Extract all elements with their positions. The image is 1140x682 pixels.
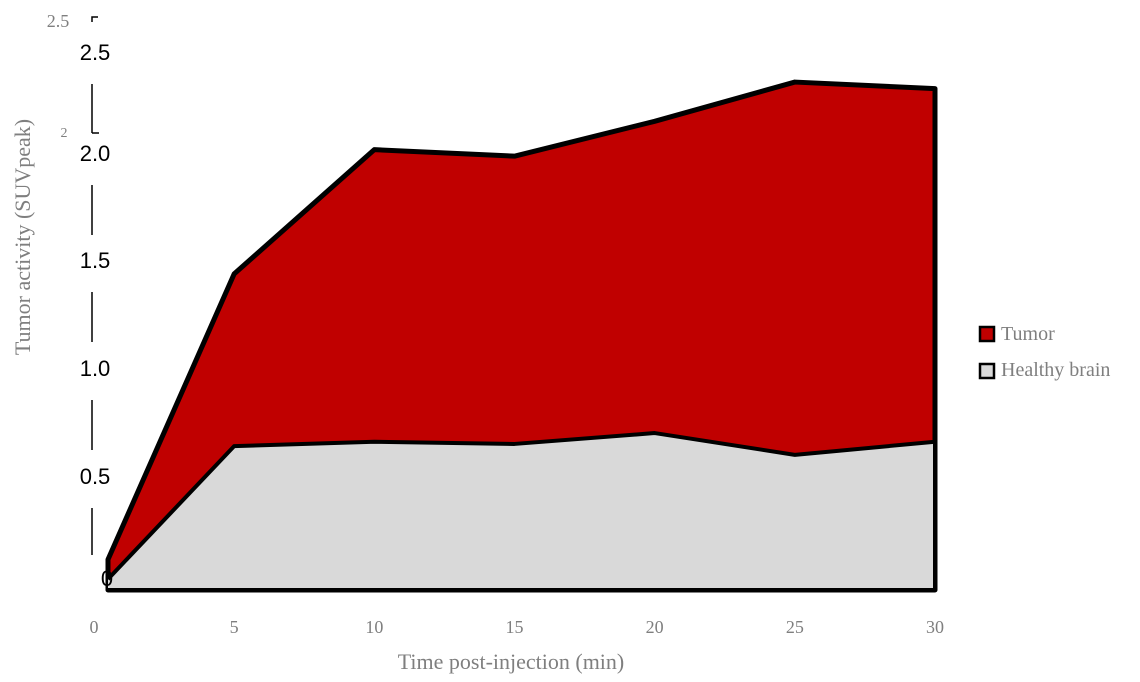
y-axis-top-bracket	[91, 16, 98, 22]
legend-swatch-tumor	[978, 325, 996, 343]
x-tick-label: 20	[646, 617, 664, 637]
y-tick-label: 0	[101, 566, 113, 591]
y-axis	[91, 16, 99, 555]
y-tick-label: 2.5	[80, 40, 111, 65]
y-tick-label: 2.0	[80, 141, 111, 166]
x-tick-label: 25	[786, 617, 804, 637]
area-healthy-brain	[108, 433, 935, 590]
x-tick-labels: 0 5 10 15 20 25 30	[90, 617, 945, 637]
legend-label-healthy-brain: Healthy brain	[1001, 359, 1110, 381]
y-axis-title: Tumor activity (SUVpeak)	[10, 119, 35, 355]
legend-swatch-healthy-brain	[978, 362, 996, 380]
chart-areas	[105, 79, 938, 593]
x-tick-label: 15	[506, 617, 524, 637]
legend-label-tumor: Tumor	[1001, 323, 1055, 345]
line-healthy-brain	[106, 431, 936, 581]
y-tick-label-fragment: 2	[61, 126, 68, 141]
legend: Tumor Healthy brain	[978, 323, 1110, 381]
y-tick-label: 1.5	[80, 248, 111, 273]
x-tick-label: 0	[90, 617, 99, 637]
y-tick-labels: 0 0.5 1.0 1.5 2.0 2.5	[80, 40, 113, 591]
y-tick-label-top-small: 2.5	[47, 11, 70, 31]
x-tick-label: 10	[365, 617, 383, 637]
y-tick-label: 0.5	[80, 464, 111, 489]
x-axis-title: Time post-injection (min)	[398, 649, 625, 674]
x-tick-label: 30	[926, 617, 944, 637]
x-tick-label: 5	[230, 617, 239, 637]
y-tick-label: 1.0	[80, 356, 111, 381]
